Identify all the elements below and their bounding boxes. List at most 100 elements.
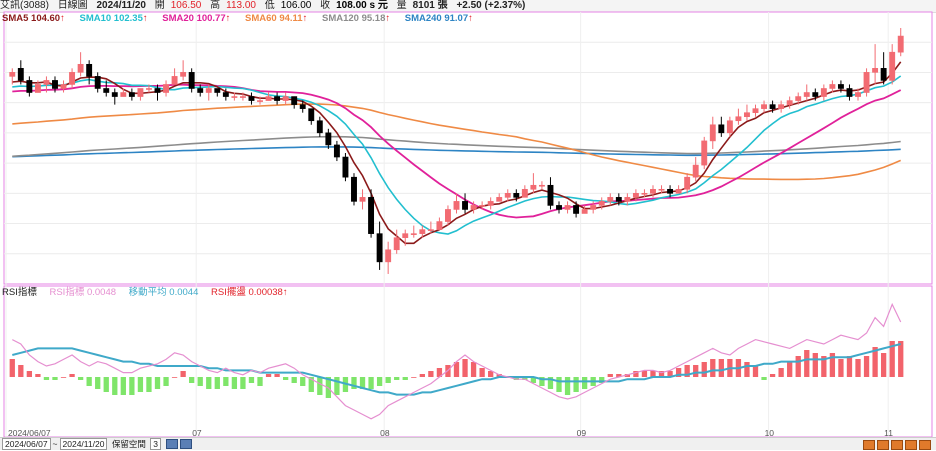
rsi-oscillator-bar xyxy=(402,377,408,380)
start-date-field[interactable]: 2024/06/07 xyxy=(2,438,51,450)
high-value: 113.00 xyxy=(226,0,256,11)
candle-body xyxy=(812,92,819,97)
rsi-oscillator-bar xyxy=(641,371,648,377)
candle-body xyxy=(368,197,375,234)
candle-body xyxy=(171,76,178,85)
candle-body xyxy=(427,229,434,231)
rsi-oscillator-bar xyxy=(129,377,135,395)
rsi-oscillator-bar xyxy=(838,359,844,377)
candle-body xyxy=(316,120,323,134)
candle-body xyxy=(581,209,588,214)
rsi-oscillator-bar xyxy=(214,377,220,389)
rsi-oscillator-bar xyxy=(556,377,562,392)
rsi-oscillator-bar xyxy=(564,377,571,395)
rsi-oscillator-bar xyxy=(308,377,314,392)
legend-sma120: SMA120 95.18↑ xyxy=(321,13,391,24)
candle-body xyxy=(436,221,443,230)
rsi-oscillator-bar xyxy=(829,353,836,377)
candle-body xyxy=(9,72,16,77)
candle-body xyxy=(880,68,887,81)
candle-body xyxy=(855,92,861,97)
candle-body xyxy=(111,92,118,97)
quote-header-bar: 艾訊(3088) 日線圖 2024/11/20 開 106.50 高 113.00 … xyxy=(0,0,936,13)
range-separator: ~ xyxy=(52,439,58,449)
candle-body xyxy=(726,120,733,134)
rsi-ma-line xyxy=(12,343,901,396)
rsi-oscillator-bar xyxy=(95,377,101,389)
keep-space-field[interactable]: 3 xyxy=(150,438,161,450)
candle-body xyxy=(547,184,554,206)
sma120-line xyxy=(12,135,901,158)
candle-body xyxy=(692,164,699,178)
rsi-oscillator-bar xyxy=(863,356,870,377)
candle-body xyxy=(684,176,691,190)
legend-rsi-osc: RSI擺盪 0.00038↑ xyxy=(211,287,288,298)
rsi-oscillator-bar xyxy=(539,377,545,386)
candle-body xyxy=(667,188,674,194)
candle-body xyxy=(513,193,520,198)
refresh-button[interactable] xyxy=(180,439,193,449)
candle-body xyxy=(769,104,776,109)
close-label: 收 xyxy=(320,0,331,11)
low-value: 106.00 xyxy=(280,0,312,11)
rsi-oscillator-bar xyxy=(633,371,639,377)
candle-body xyxy=(205,88,212,93)
candle-body xyxy=(521,188,528,198)
rsi-oscillator-bar xyxy=(889,341,895,377)
rsi-oscillator-bar xyxy=(744,362,750,377)
rsi-oscillator-bar xyxy=(154,377,161,389)
candle-body xyxy=(897,35,904,53)
rsi-oscillator-bar xyxy=(872,347,878,377)
candle-body xyxy=(77,63,84,73)
rsi-oscillator-bar xyxy=(488,371,494,377)
range-toolbar: 2024/06/07 ~2024/11/20 保留空間 3 xyxy=(0,437,936,450)
candle-body xyxy=(615,197,622,202)
candle-body xyxy=(564,205,571,210)
rsi-oscillator-bar xyxy=(223,377,229,386)
quote-date: 2024/11/20 xyxy=(96,0,146,11)
rsi-oscillator-bar xyxy=(163,377,169,386)
candle-body xyxy=(496,197,503,202)
rsi-line xyxy=(12,302,902,420)
end-date-field[interactable]: 2024/11/20 xyxy=(59,438,108,450)
candle-body xyxy=(556,205,562,210)
rsi-oscillator-bar xyxy=(453,362,460,377)
rsi-oscillator-bar xyxy=(658,371,665,377)
rsi-oscillator-bar xyxy=(411,377,417,378)
rsi-oscillator-bar xyxy=(317,377,323,395)
rsi-oscillator-bar xyxy=(171,377,178,378)
rsi-oscillator-bar xyxy=(855,359,861,377)
candle-body xyxy=(291,96,298,105)
candle-body xyxy=(709,124,716,142)
low-label: 低 xyxy=(264,0,275,11)
x-tick-label: 11 xyxy=(884,428,893,438)
price-panel-frame xyxy=(3,11,933,285)
candle-body xyxy=(598,201,605,206)
candle-body xyxy=(393,237,400,251)
candle-body xyxy=(359,197,366,202)
x-tick-label: 2024/06/07 xyxy=(8,428,51,438)
open-label: 開 xyxy=(154,0,165,11)
candle-body xyxy=(325,132,332,146)
rsi-oscillator-bar xyxy=(9,359,15,377)
rsi-oscillator-bar xyxy=(274,374,280,377)
rsi-oscillator-bar xyxy=(112,377,118,395)
candle-body xyxy=(837,84,844,89)
rsi-oscillator-bar xyxy=(231,377,238,389)
candle-body xyxy=(163,84,169,93)
rsi-oscillator-bar xyxy=(351,377,357,389)
candle-body xyxy=(573,205,580,214)
candle-body xyxy=(752,108,759,113)
candle-body xyxy=(333,144,340,158)
candle-body xyxy=(410,233,417,235)
candle-body xyxy=(504,193,511,198)
candle-body xyxy=(52,80,58,89)
rsi-oscillator-bar xyxy=(300,377,306,386)
rsi-oscillator-bar xyxy=(761,377,767,380)
candle-body xyxy=(69,72,76,85)
candle-body xyxy=(701,140,708,166)
apply-button[interactable] xyxy=(166,439,179,449)
rsi-oscillator-bar xyxy=(479,368,485,377)
volume-value: 8101 張 xyxy=(412,0,448,11)
